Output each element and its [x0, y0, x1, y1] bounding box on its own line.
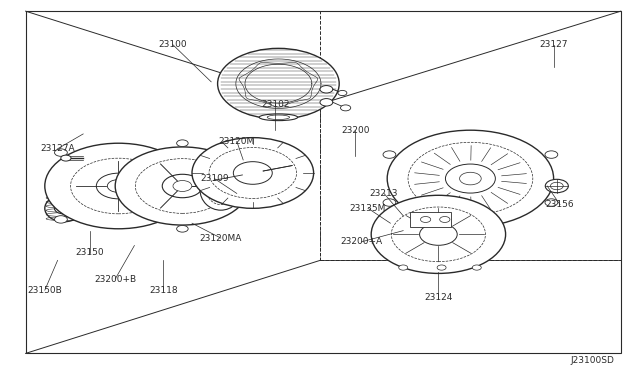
Text: 23120M: 23120M — [219, 137, 255, 146]
Text: 23200: 23200 — [341, 126, 369, 135]
Text: 23127: 23127 — [540, 40, 568, 49]
Bar — [320, 11, 621, 260]
Bar — [410, 212, 451, 227]
Circle shape — [163, 174, 202, 198]
Circle shape — [472, 265, 481, 270]
Circle shape — [170, 216, 182, 223]
Text: 23135M: 23135M — [350, 204, 386, 213]
Circle shape — [61, 155, 71, 161]
Circle shape — [340, 105, 351, 111]
Text: 23124: 23124 — [424, 293, 452, 302]
Circle shape — [234, 162, 272, 184]
Circle shape — [246, 169, 258, 176]
Text: 23150B: 23150B — [28, 286, 62, 295]
Circle shape — [445, 164, 495, 193]
Circle shape — [45, 143, 192, 229]
Circle shape — [420, 224, 457, 245]
Circle shape — [115, 147, 250, 225]
Circle shape — [54, 203, 74, 214]
Circle shape — [437, 265, 446, 270]
Text: 23102: 23102 — [261, 100, 289, 109]
Circle shape — [209, 183, 232, 196]
Circle shape — [383, 151, 396, 158]
Circle shape — [54, 149, 67, 156]
Ellipse shape — [45, 195, 83, 222]
Circle shape — [209, 148, 296, 198]
Text: 23213: 23213 — [370, 189, 398, 198]
Ellipse shape — [200, 169, 242, 210]
Text: 23127A: 23127A — [40, 144, 75, 153]
Text: 23156: 23156 — [546, 200, 574, 209]
Circle shape — [320, 86, 333, 93]
Circle shape — [383, 199, 396, 206]
Text: 23120MA: 23120MA — [200, 234, 242, 243]
Circle shape — [320, 99, 333, 106]
Text: 23150: 23150 — [76, 248, 104, 257]
Circle shape — [420, 217, 431, 222]
Ellipse shape — [259, 114, 298, 121]
Circle shape — [170, 149, 182, 156]
Circle shape — [545, 179, 568, 193]
Text: 23109: 23109 — [200, 174, 228, 183]
Circle shape — [545, 151, 558, 158]
Circle shape — [371, 195, 506, 273]
Circle shape — [545, 199, 558, 206]
Circle shape — [218, 48, 339, 119]
Circle shape — [338, 90, 347, 96]
Circle shape — [387, 130, 554, 227]
Circle shape — [56, 178, 65, 183]
Circle shape — [97, 173, 141, 199]
Circle shape — [177, 140, 188, 147]
Circle shape — [399, 265, 408, 270]
Circle shape — [192, 138, 314, 208]
Text: J23100SD: J23100SD — [570, 356, 614, 365]
Text: 23100: 23100 — [159, 40, 187, 49]
Text: 23200+A: 23200+A — [340, 237, 383, 246]
Circle shape — [53, 176, 68, 185]
Circle shape — [54, 216, 67, 223]
Circle shape — [177, 225, 188, 232]
Circle shape — [440, 217, 450, 222]
Text: 23118: 23118 — [149, 286, 177, 295]
Text: 23200+B: 23200+B — [94, 275, 136, 283]
